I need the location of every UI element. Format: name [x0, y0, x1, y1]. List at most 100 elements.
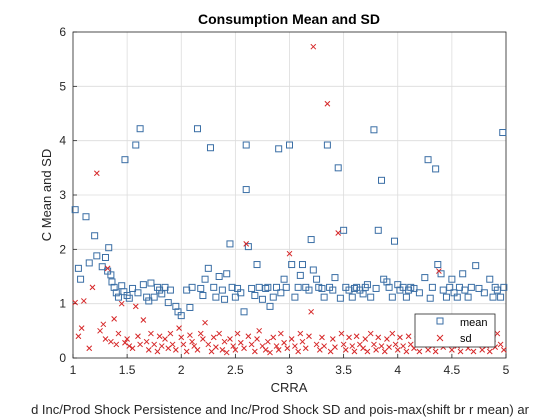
- sd-point: [143, 338, 150, 345]
- mean-point: [244, 243, 252, 251]
- sd-point: [394, 346, 401, 353]
- sd-point: [148, 330, 154, 337]
- sd-point: [400, 343, 407, 349]
- y-tick-label: 4: [59, 134, 66, 148]
- x-tick-label: 1: [70, 363, 77, 377]
- x-tick-label: 2.5: [227, 363, 244, 377]
- mean-point: [426, 294, 434, 302]
- sd-point: [384, 336, 390, 342]
- sd-point: [197, 330, 204, 337]
- sd-point: [208, 348, 215, 355]
- mean-point: [269, 293, 277, 301]
- sd-point: [140, 317, 147, 323]
- mean-point: [201, 275, 209, 283]
- sd-point: [362, 336, 369, 342]
- sd-point: [102, 336, 109, 342]
- sd-point: [302, 345, 309, 352]
- mean-point: [145, 297, 153, 305]
- mean-point: [93, 252, 101, 260]
- sd-point: [378, 343, 385, 349]
- y-tick-label: 3: [59, 188, 66, 202]
- mean-point: [129, 284, 137, 292]
- sd-point: [93, 170, 100, 177]
- sd-point: [154, 348, 161, 355]
- mean-point: [186, 303, 194, 311]
- sd-point: [108, 338, 114, 345]
- sd-point: [494, 330, 501, 337]
- y-tick-label: 1: [59, 297, 66, 311]
- sd-point: [219, 346, 226, 353]
- sd-point: [313, 341, 320, 348]
- sd-point: [126, 343, 133, 349]
- sd-point: [221, 338, 228, 345]
- sd-point: [234, 330, 241, 337]
- mean-point: [350, 284, 358, 292]
- sd-point: [100, 321, 107, 328]
- y-tick-label: 0: [59, 351, 66, 365]
- mean-point: [323, 141, 331, 149]
- mean-point: [112, 289, 120, 297]
- legend-mean-label: mean: [460, 317, 488, 329]
- sd-point: [457, 348, 464, 355]
- sd-point: [275, 346, 282, 353]
- x-tick-label: 4.5: [444, 363, 461, 377]
- mean-point: [340, 226, 348, 234]
- sd-point: [299, 338, 306, 345]
- sd-point: [497, 341, 504, 348]
- mean-point: [453, 293, 461, 301]
- sd-point: [324, 100, 331, 107]
- mean-point: [251, 292, 259, 300]
- sd-point: [371, 341, 377, 348]
- mean-point: [391, 237, 399, 245]
- sd-point: [416, 348, 423, 355]
- mean-point: [415, 289, 423, 297]
- sd-point: [158, 343, 165, 349]
- sd-point: [486, 348, 493, 355]
- mean-point: [221, 295, 229, 303]
- mean-point: [134, 289, 142, 297]
- sd-point: [210, 334, 217, 341]
- mean-point: [434, 261, 442, 269]
- mean-point: [291, 293, 299, 301]
- mean-point: [71, 206, 79, 214]
- mean-point: [240, 308, 248, 316]
- mean-point: [439, 286, 447, 294]
- sd-point: [113, 341, 120, 348]
- grid: [72, 31, 507, 359]
- mean-point: [242, 186, 250, 194]
- sd-point: [329, 336, 336, 342]
- mean-point: [402, 293, 410, 301]
- mean-point: [475, 284, 483, 292]
- mean-point: [286, 141, 293, 149]
- sd-point: [284, 345, 291, 352]
- mean-point: [432, 165, 440, 173]
- mean-point: [143, 293, 151, 301]
- sd-point: [89, 284, 96, 291]
- mean-point: [388, 293, 396, 301]
- mean-point: [421, 274, 429, 282]
- sd-point: [273, 343, 280, 349]
- mean-point: [248, 284, 256, 292]
- mean-point: [132, 141, 140, 149]
- sd-point: [256, 327, 263, 334]
- sd-point: [230, 343, 237, 349]
- legend: mean sd: [414, 313, 496, 348]
- mean-point: [282, 283, 290, 291]
- sd-point: [346, 334, 352, 341]
- sd-point: [310, 43, 317, 50]
- mean-point: [378, 176, 386, 184]
- mean-point: [237, 289, 245, 297]
- mean-point: [91, 232, 99, 240]
- mean-point: [499, 129, 507, 137]
- mean-point: [114, 293, 122, 301]
- sd-point: [232, 346, 239, 353]
- sd-point: [151, 341, 158, 348]
- mean-point: [105, 244, 113, 252]
- sd-point: [223, 349, 230, 356]
- sd-point: [319, 334, 325, 341]
- sd-point: [205, 341, 212, 348]
- sd-point: [104, 265, 111, 272]
- mean-point: [385, 283, 393, 291]
- sd-point: [373, 346, 379, 353]
